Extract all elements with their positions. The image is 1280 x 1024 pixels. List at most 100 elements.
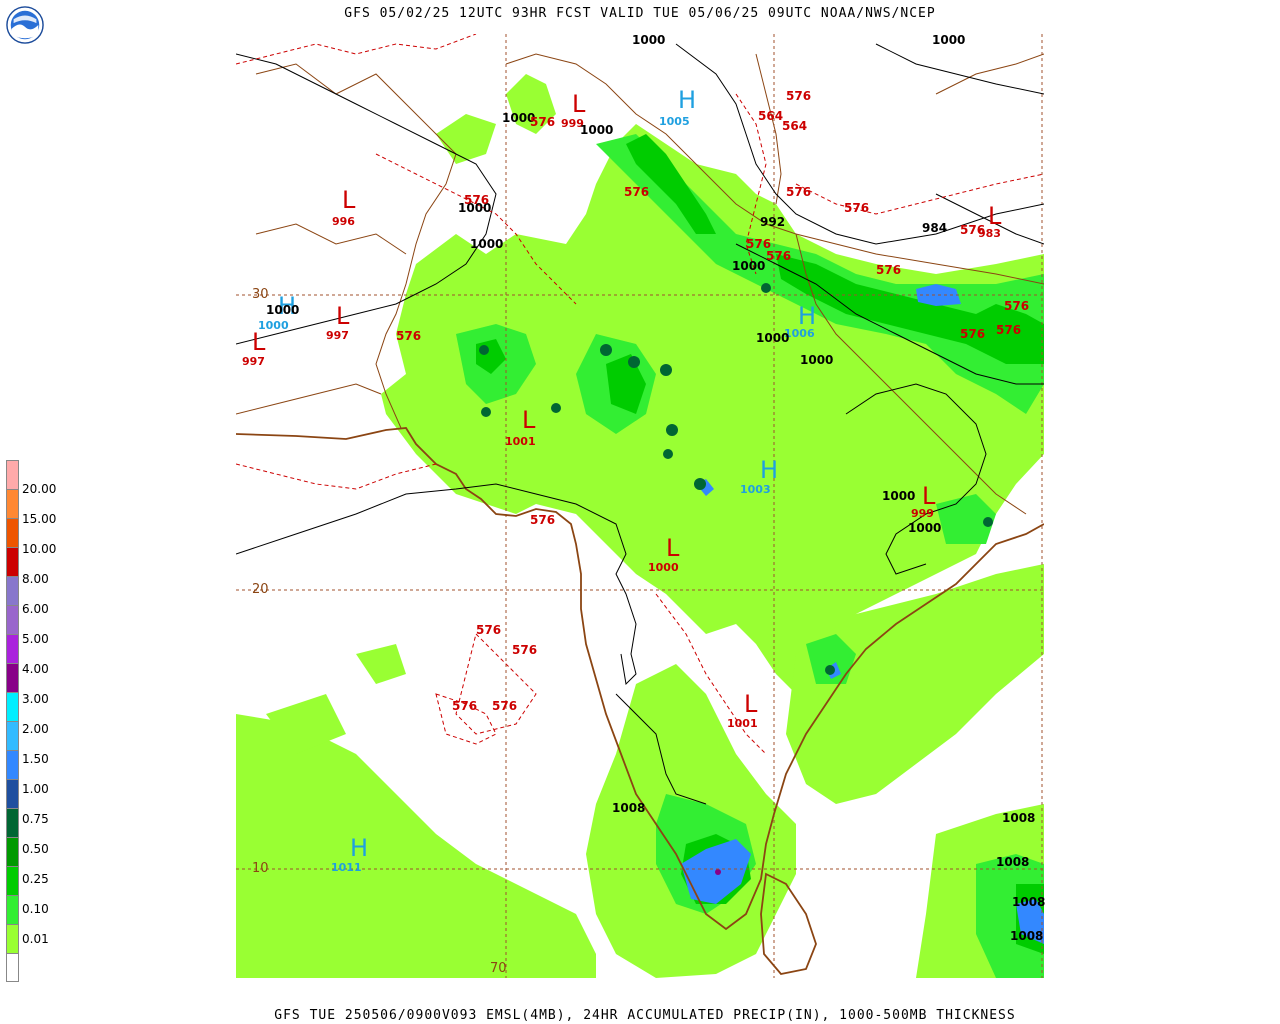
lat-label: 20 (252, 582, 269, 597)
pressure-value: 1000 (648, 561, 679, 574)
low-pressure-marker: L (744, 690, 758, 718)
legend-swatch (6, 721, 19, 750)
pressure-value: 997 (242, 355, 265, 368)
legend-label: 3.00 (22, 692, 49, 706)
thickness-label: 576 (996, 323, 1022, 337)
isobar-label: 1008 (996, 855, 1030, 869)
pressure-value: 996 (332, 215, 355, 228)
pressure-value: 999 (911, 507, 934, 520)
pressure-value: 997 (326, 329, 349, 342)
thickness-label: 576 (396, 329, 422, 343)
legend-swatch (6, 779, 19, 808)
legend-swatch (6, 576, 19, 605)
legend-swatch (6, 489, 19, 518)
legend-swatch (6, 634, 19, 663)
low-pressure-marker: L (988, 202, 1002, 230)
thickness-label: 576 (492, 699, 518, 713)
legend-swatch (6, 750, 19, 779)
isobar-label: 1000 (882, 489, 916, 503)
pressure-value: 1003 (740, 483, 771, 496)
thickness-label: 576 (530, 513, 556, 527)
map-title: GFS 05/02/25 12UTC 93HR FCST VALID TUE 0… (344, 6, 936, 21)
pressure-value: 1005 (659, 115, 690, 128)
low-pressure-marker: L (922, 482, 936, 510)
isobar-label: 1008 (1012, 895, 1046, 909)
legend-label: 2.00 (22, 722, 49, 736)
thickness-label: 576 (876, 263, 902, 277)
legend-label: 0.25 (22, 872, 49, 886)
low-pressure-marker: L (572, 90, 586, 118)
isobar-label: 1008 (1010, 929, 1044, 943)
thickness-label: 564 (758, 109, 784, 123)
thickness-label: 564 (782, 119, 808, 133)
pressure-value: 1006 (784, 327, 815, 340)
high-pressure-marker: H (678, 86, 697, 114)
isobar-label: 1008 (1002, 811, 1036, 825)
isobar-label: 1000 (470, 237, 504, 251)
thickness-label: 576 (512, 643, 538, 657)
isobar-label: 1000 (732, 259, 766, 273)
isobar-label: 1000 (756, 331, 790, 345)
isobar-label: 1000 (580, 123, 614, 137)
pressure-value: 1000 (258, 319, 289, 332)
low-pressure-marker: L (342, 186, 356, 214)
legend-swatch (6, 837, 19, 866)
legend-swatch (6, 605, 19, 634)
isobar-label: 1000 (932, 33, 966, 47)
isobar-label: 1000 (458, 201, 492, 215)
legend-swatch (6, 924, 19, 953)
noaa-logo (6, 6, 44, 44)
isobar-label: 1000 (632, 33, 666, 47)
thickness-label: 576 (476, 623, 502, 637)
low-pressure-marker: L (336, 302, 350, 330)
thickness-label: 576 (452, 699, 478, 713)
lat-label: 30 (252, 287, 269, 302)
precip-dark-cells (479, 283, 993, 675)
thickness-label: 576 (746, 237, 772, 251)
legend-label: 0.10 (22, 902, 49, 916)
legend-swatch (6, 518, 19, 547)
legend-label: 4.00 (22, 662, 49, 676)
high-pressure-marker: H (278, 292, 297, 320)
thickness-contours (236, 34, 1044, 755)
isobars (236, 43, 1044, 805)
pressure-value: 999 (561, 117, 584, 130)
legend-swatch (6, 808, 19, 837)
thickness-label: 576 (786, 89, 812, 103)
thickness-label: 576 (766, 249, 792, 263)
pressure-value: 1001 (727, 717, 758, 730)
pressure-value: 1001 (505, 435, 536, 448)
legend-label: 0.01 (22, 932, 49, 946)
legend-swatch (6, 460, 19, 489)
legend-label: 5.00 (22, 632, 49, 646)
precip-peak-cell (715, 869, 721, 875)
coastlines (236, 427, 1044, 975)
isobar-label: 984 (922, 221, 948, 235)
thickness-label: 576 (960, 223, 986, 237)
legend-swatch (6, 953, 19, 982)
thickness-label: 576 (624, 185, 650, 199)
isobar-label: 1008 (612, 801, 646, 815)
high-pressure-marker: H (798, 302, 817, 330)
thickness-label: 576 (530, 115, 556, 129)
legend-label: 20.00 (22, 482, 57, 496)
thickness-label: 576 (960, 327, 986, 341)
country-borders (236, 53, 1044, 515)
isobar-label: 1000 (908, 521, 942, 535)
legend-swatch (6, 895, 19, 924)
isobar-label: 1000 (800, 353, 834, 367)
low-pressure-marker: L (666, 534, 680, 562)
pressure-value: 983 (978, 227, 1001, 240)
legend-swatch (6, 663, 19, 692)
thickness-label: 576 (844, 201, 870, 215)
legend-label: 6.00 (22, 602, 49, 616)
legend-swatch (6, 866, 19, 895)
high-pressure-marker: H (760, 456, 779, 484)
lat-label: 10 (252, 861, 269, 876)
legend-label: 1.00 (22, 782, 49, 796)
map-footer: GFS TUE 250506/0900V093 EMSL(4MB), 24HR … (274, 1008, 1016, 1023)
low-pressure-marker: L (522, 406, 536, 434)
legend-label: 10.00 (22, 542, 57, 556)
legend-swatch (6, 547, 19, 576)
legend-label: 8.00 (22, 572, 49, 586)
